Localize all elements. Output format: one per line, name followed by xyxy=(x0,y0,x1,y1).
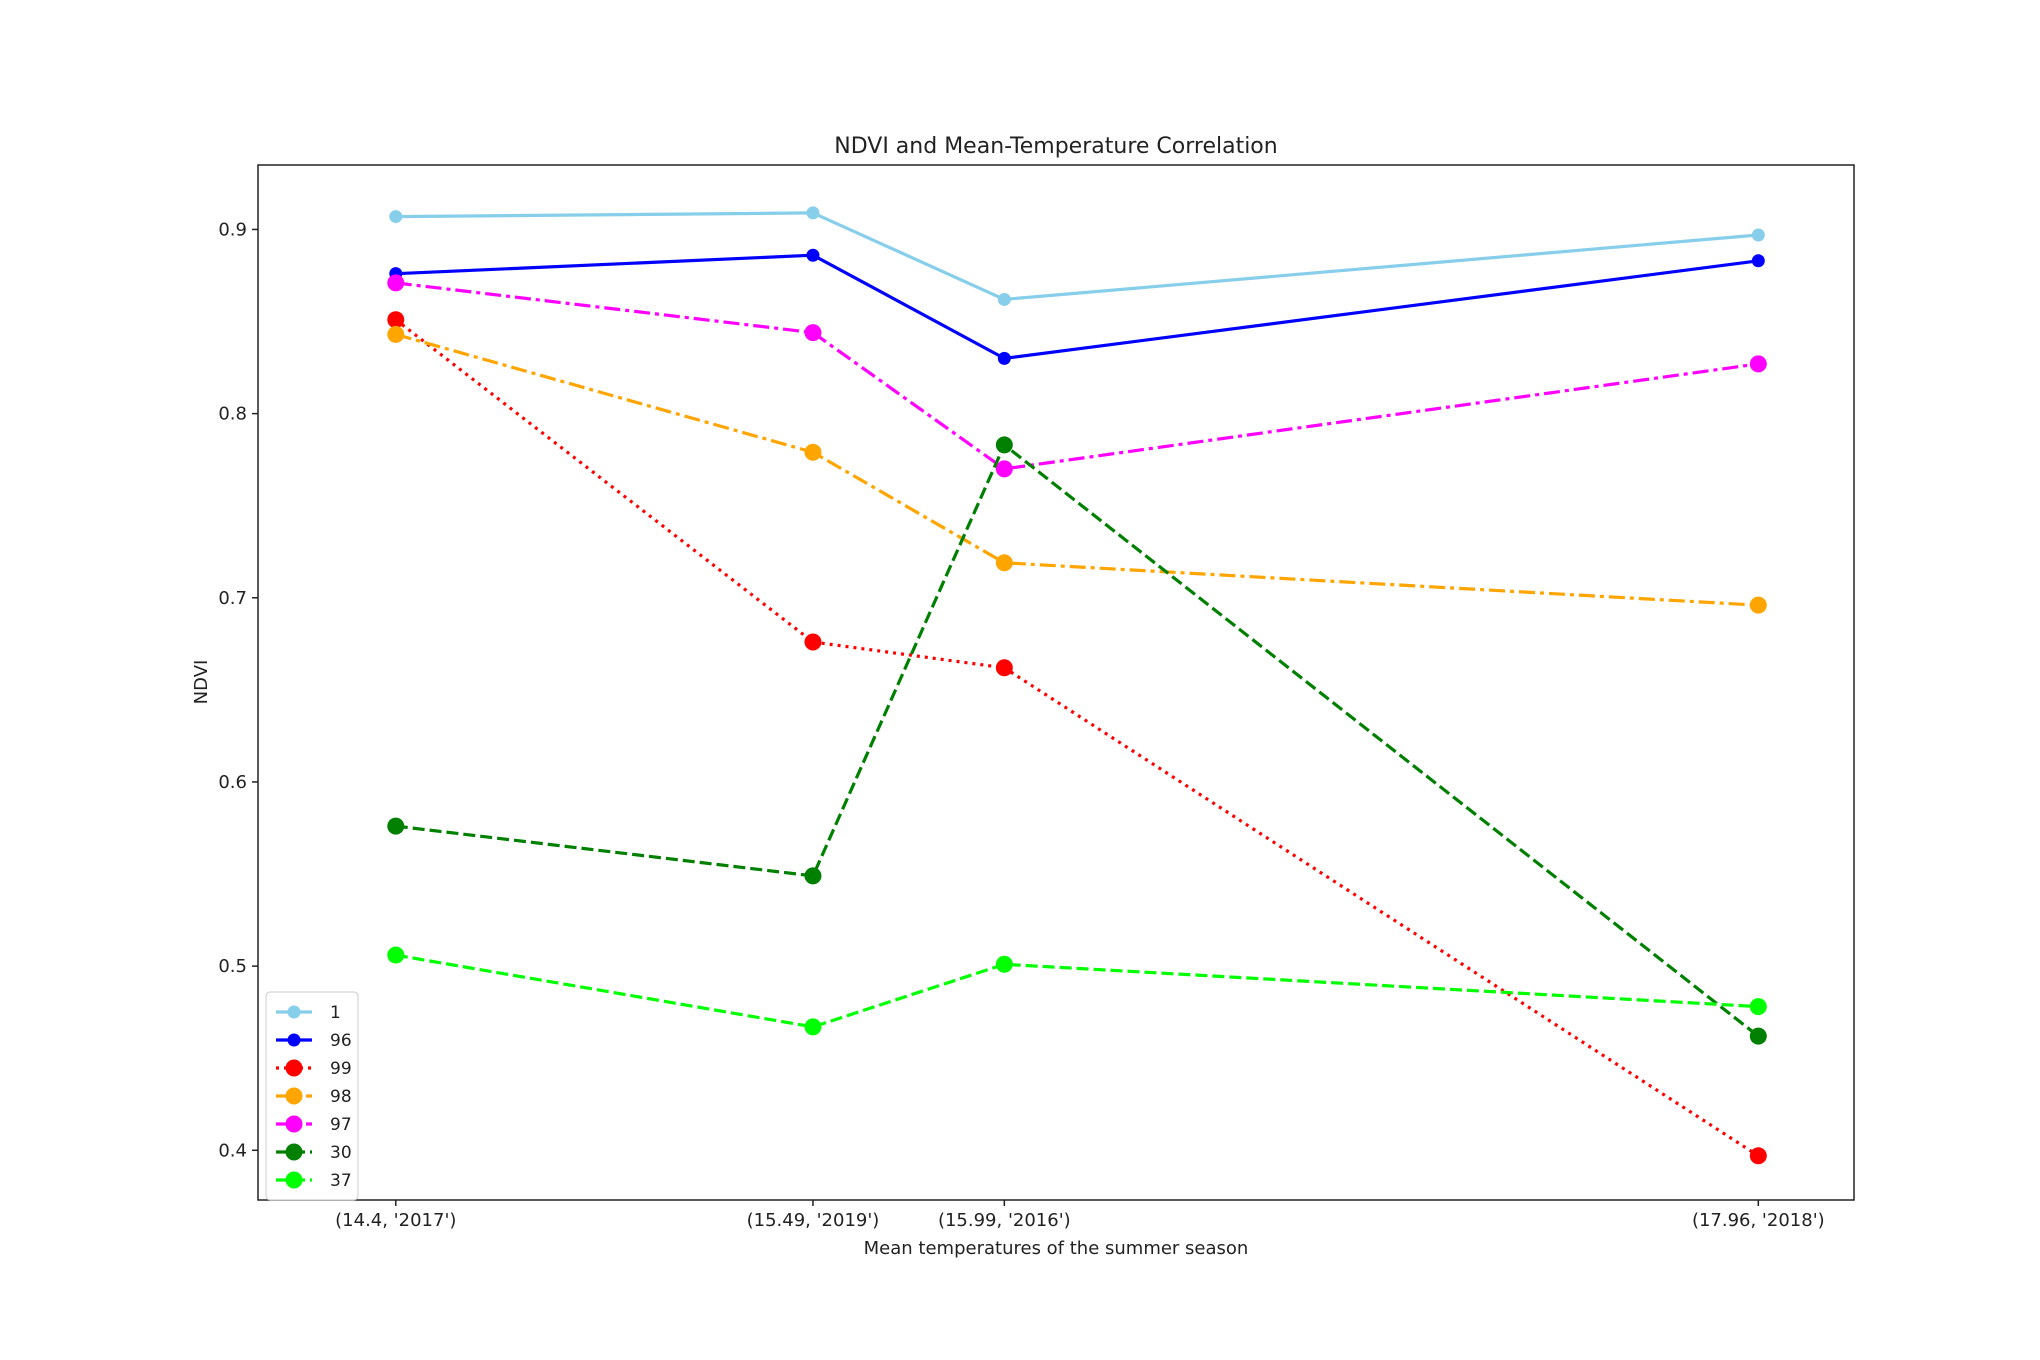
legend-marker-swatch xyxy=(287,1005,301,1019)
legend-label: 1 xyxy=(330,1003,341,1023)
data-point xyxy=(389,210,403,224)
data-point xyxy=(806,248,820,262)
series-98 xyxy=(387,325,1767,614)
data-point xyxy=(387,311,405,329)
legend-item-99: 99 xyxy=(276,1059,352,1079)
data-point xyxy=(1749,596,1767,614)
legend-marker-swatch xyxy=(285,1087,303,1105)
data-point xyxy=(995,460,1013,478)
legend-item-1: 1 xyxy=(276,1003,341,1023)
series-line xyxy=(395,332,1759,607)
data-point xyxy=(997,351,1011,365)
legend-marker-swatch xyxy=(285,1115,303,1133)
series-line xyxy=(395,211,1759,301)
legend-label: 98 xyxy=(330,1087,352,1107)
series-line xyxy=(395,443,1760,1038)
plot-area-frame xyxy=(257,164,1855,1201)
series-97 xyxy=(387,274,1767,478)
data-point xyxy=(804,633,822,651)
series-30 xyxy=(387,436,1767,1045)
data-point xyxy=(995,659,1013,677)
data-point xyxy=(804,324,822,342)
data-point xyxy=(1749,355,1767,373)
legend: 1 96 99 98 97 30 37 xyxy=(265,991,359,1201)
x-axis: (14.4, '2017') (15.49, '2019') (15.99, '20… xyxy=(335,1200,1825,1231)
series-1 xyxy=(389,206,1765,306)
data-point xyxy=(1749,1147,1767,1165)
y-tick-label: 0.9 xyxy=(218,219,247,240)
data-point xyxy=(387,817,405,835)
series-line xyxy=(394,318,1760,1158)
y-axis: 0.4 0.5 0.6 0.7 0.8 0.9 xyxy=(218,219,258,1161)
series-layer xyxy=(387,206,1767,1165)
legend-item-98: 98 xyxy=(276,1087,352,1107)
data-point xyxy=(995,436,1013,454)
y-tick-label: 0.8 xyxy=(218,404,247,425)
data-point xyxy=(1751,254,1765,268)
series-37 xyxy=(387,946,1767,1036)
x-tick-label: (17.96, '2018') xyxy=(1692,1210,1825,1231)
legend-marker-swatch xyxy=(285,1171,303,1189)
data-point xyxy=(387,325,405,343)
y-tick-label: 0.5 xyxy=(218,956,247,977)
data-point xyxy=(1749,1027,1767,1045)
legend-label: 96 xyxy=(330,1031,352,1051)
y-tick-label: 0.7 xyxy=(218,588,247,609)
chart-title: NDVI and Mean-Temperature Correlation xyxy=(834,134,1277,159)
y-tick-label: 0.6 xyxy=(218,772,247,793)
series-line xyxy=(395,253,1759,360)
data-point xyxy=(995,554,1013,572)
data-point xyxy=(1749,998,1767,1016)
data-point xyxy=(1751,228,1765,242)
legend-item-97: 97 xyxy=(276,1115,352,1135)
x-tick-label: (15.99, '2016') xyxy=(938,1210,1071,1231)
data-point xyxy=(387,274,405,292)
x-axis-label: Mean temperatures of the summer season xyxy=(864,1238,1249,1259)
data-point xyxy=(804,1018,822,1036)
x-tick-label: (15.49, '2019') xyxy=(747,1210,880,1231)
data-point xyxy=(804,443,822,461)
legend-marker-swatch xyxy=(287,1033,301,1047)
y-tick-label: 0.4 xyxy=(218,1140,247,1161)
series-line xyxy=(395,953,1759,1029)
legend-label: 99 xyxy=(330,1059,352,1079)
legend-item-96: 96 xyxy=(276,1031,352,1051)
legend-marker-swatch xyxy=(285,1143,303,1161)
data-point xyxy=(387,946,405,964)
data-point xyxy=(806,206,820,220)
data-point xyxy=(995,955,1013,973)
legend-item-30: 30 xyxy=(276,1143,352,1163)
data-point xyxy=(804,867,822,885)
legend-marker-swatch xyxy=(285,1059,303,1077)
series-line xyxy=(395,281,1759,471)
legend-item-37: 37 xyxy=(276,1171,352,1191)
legend-label: 30 xyxy=(330,1143,352,1163)
legend-label: 97 xyxy=(330,1115,352,1135)
legend-label: 37 xyxy=(330,1171,352,1191)
series-99 xyxy=(387,311,1767,1165)
y-axis-label: NDVI xyxy=(191,660,212,705)
x-tick-label: (14.4, '2017') xyxy=(335,1210,456,1231)
data-point xyxy=(997,292,1011,306)
